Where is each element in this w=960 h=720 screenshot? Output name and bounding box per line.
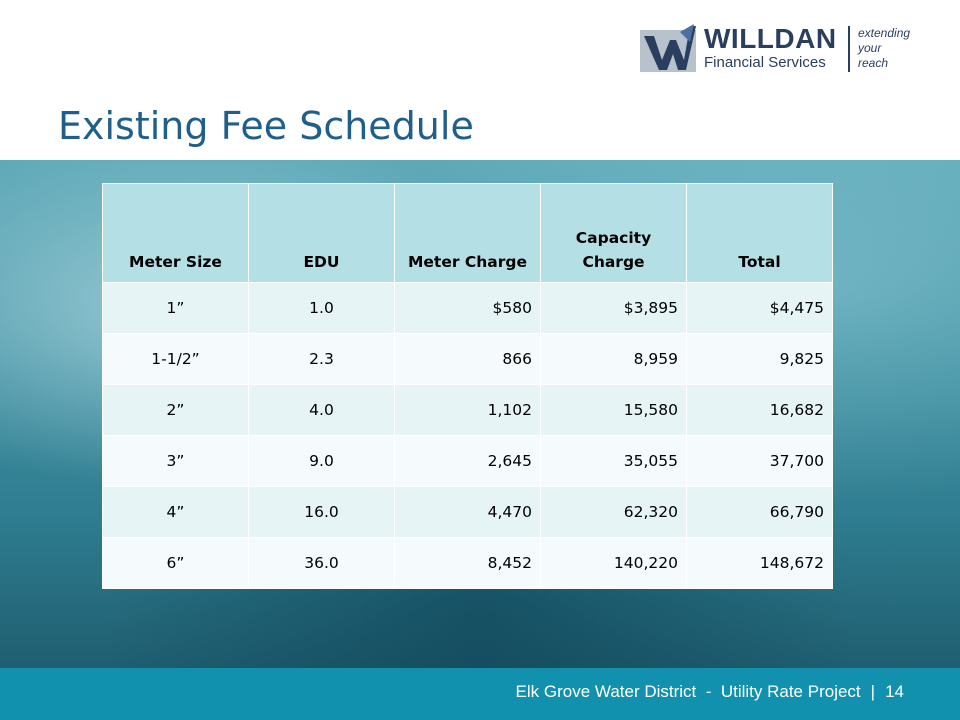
cell-capacity-charge: 35,055 (540, 435, 687, 487)
cell-capacity-charge: 62,320 (540, 486, 687, 538)
header-capacity-charge: Capacity Charge (540, 183, 687, 283)
willdan-w-logo-icon (640, 24, 696, 72)
cell-meter-size: 6” (102, 537, 249, 589)
page-number: 14 (885, 682, 904, 701)
cell-edu: 9.0 (248, 435, 395, 487)
header-edu: EDU (248, 183, 395, 283)
footer-project-name: Elk Grove Water District - Utility Rate … (515, 682, 861, 701)
header-meter-size: Meter Size (102, 183, 249, 283)
fee-schedule-table: Meter Size EDU Meter Charge Capacity Cha… (102, 183, 833, 589)
willdan-logo: WILLDAN Financial Services extending you… (640, 22, 930, 78)
cell-meter-charge: 8,452 (394, 537, 541, 589)
cell-meter-charge: 866 (394, 333, 541, 385)
logo-subtitle: Financial Services (704, 54, 826, 71)
cell-capacity-charge: $3,895 (540, 282, 687, 334)
cell-total: 16,682 (686, 384, 833, 436)
fee-table-container: Meter Size EDU Meter Charge Capacity Cha… (102, 183, 833, 589)
footer-text: Elk Grove Water District - Utility Rate … (516, 682, 904, 702)
logo-tagline: extending your reach (858, 26, 930, 71)
logo-tagline-line: reach (858, 56, 889, 70)
cell-edu: 4.0 (248, 384, 395, 436)
table-row: 3” 9.0 2,645 35,055 37,700 (102, 435, 833, 487)
cell-total: $4,475 (686, 282, 833, 334)
cell-edu: 16.0 (248, 486, 395, 538)
cell-total: 66,790 (686, 486, 833, 538)
table-row: 4” 16.0 4,470 62,320 66,790 (102, 486, 833, 538)
cell-edu: 36.0 (248, 537, 395, 589)
footer-separator: | (870, 682, 876, 701)
cell-meter-size: 2” (102, 384, 249, 436)
cell-meter-size: 1” (102, 282, 249, 334)
table-row: 1-1/2” 2.3 866 8,959 9,825 (102, 333, 833, 385)
cell-edu: 1.0 (248, 282, 395, 334)
cell-capacity-charge: 15,580 (540, 384, 687, 436)
slide-title: Existing Fee Schedule (58, 104, 474, 148)
table-row: 1” 1.0 $580 $3,895 $4,475 (102, 282, 833, 334)
cell-meter-charge: 2,645 (394, 435, 541, 487)
cell-meter-size: 4” (102, 486, 249, 538)
cell-capacity-charge: 8,959 (540, 333, 687, 385)
header-total: Total (686, 183, 833, 283)
table-header-row: Meter Size EDU Meter Charge Capacity Cha… (102, 183, 833, 283)
cell-total: 148,672 (686, 537, 833, 589)
cell-meter-charge: 4,470 (394, 486, 541, 538)
logo-tagline-line: your (858, 41, 882, 55)
cell-meter-charge: $580 (394, 282, 541, 334)
header-meter-charge: Meter Charge (394, 183, 541, 283)
cell-capacity-charge: 140,220 (540, 537, 687, 589)
cell-edu: 2.3 (248, 333, 395, 385)
table-row: 2” 4.0 1,102 15,580 16,682 (102, 384, 833, 436)
logo-divider (848, 26, 850, 72)
footer-bar: Elk Grove Water District - Utility Rate … (0, 668, 960, 720)
cell-meter-size: 3” (102, 435, 249, 487)
logo-name: WILLDAN (704, 23, 837, 54)
cell-meter-size: 1-1/2” (102, 333, 249, 385)
cell-meter-charge: 1,102 (394, 384, 541, 436)
table-row: 6” 36.0 8,452 140,220 148,672 (102, 537, 833, 589)
logo-tagline-line: extending (858, 26, 911, 40)
cell-total: 9,825 (686, 333, 833, 385)
cell-total: 37,700 (686, 435, 833, 487)
